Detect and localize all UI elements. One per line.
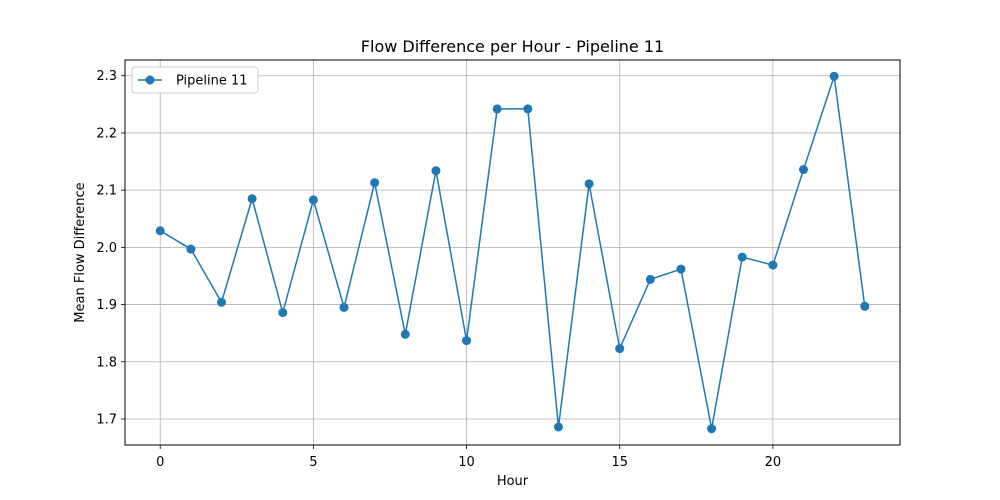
data-point — [584, 179, 594, 189]
data-point — [523, 104, 533, 114]
data-point — [247, 194, 257, 204]
x-tick-label: 5 — [309, 455, 317, 470]
x-tick-label: 20 — [765, 455, 782, 470]
data-point — [278, 308, 288, 318]
data-point — [707, 424, 717, 434]
legend: Pipeline 11 — [131, 66, 259, 94]
data-point — [216, 297, 226, 307]
data-point — [860, 301, 870, 311]
data-point — [645, 274, 655, 284]
data-point — [768, 260, 778, 270]
legend-label: Pipeline 11 — [176, 74, 248, 89]
x-axis-title: Hour — [497, 474, 529, 489]
x-tick-label: 10 — [458, 455, 475, 470]
y-tick-label: 2.3 — [96, 69, 117, 84]
y-tick-label: 1.8 — [96, 355, 117, 370]
data-point — [676, 264, 686, 274]
data-point — [400, 329, 410, 339]
data-point — [553, 422, 563, 432]
y-tick-label: 2.1 — [96, 184, 117, 199]
chart-title: Flow Difference per Hour - Pipeline 11 — [361, 37, 664, 56]
y-axis-title: Mean Flow Difference — [73, 182, 88, 322]
legend-marker-swatch — [145, 75, 155, 85]
y-tick-label: 2.0 — [96, 241, 117, 256]
data-point — [615, 344, 625, 354]
y-tick-label: 1.7 — [96, 412, 117, 427]
x-tick-label: 15 — [611, 455, 628, 470]
data-point — [186, 244, 196, 254]
x-axis: 0 5 10 15 20 — [156, 445, 781, 470]
data-point — [339, 302, 349, 312]
y-tick-label: 2.2 — [96, 126, 117, 141]
data-point — [308, 195, 318, 205]
grid-lines — [125, 60, 900, 445]
legend-box — [131, 66, 259, 94]
data-point — [462, 336, 472, 346]
data-point — [829, 71, 839, 81]
y-tick-label: 1.9 — [96, 298, 117, 313]
x-tick-label: 0 — [156, 455, 164, 470]
data-point — [155, 226, 165, 236]
data-point — [737, 252, 747, 262]
data-point — [370, 178, 380, 188]
plot-frame — [124, 59, 901, 446]
y-axis: 1.7 1.8 1.9 2.0 2.1 2.2 2.3 — [96, 69, 125, 427]
series-line — [159, 75, 866, 430]
data-point — [431, 166, 441, 176]
data-point — [799, 165, 809, 175]
series-pipeline-11 — [155, 71, 870, 434]
series-layer — [155, 71, 870, 434]
data-point — [492, 104, 502, 114]
